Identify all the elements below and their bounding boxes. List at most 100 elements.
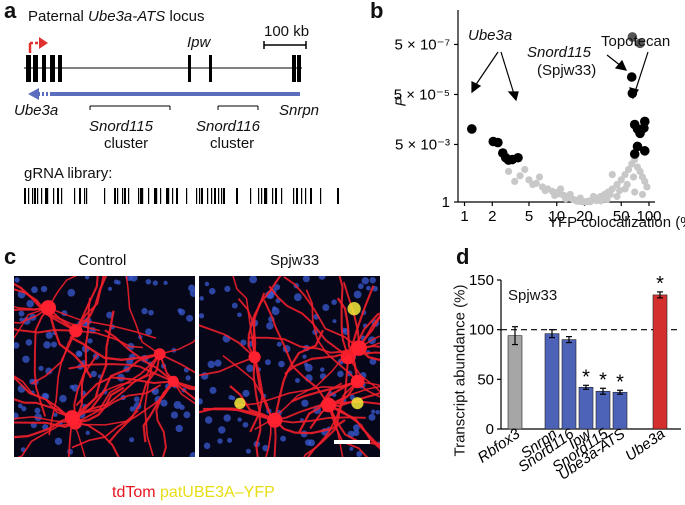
annot-topotecan: Topotecan (601, 33, 671, 50)
neurite (30, 330, 77, 385)
non-hit-point (535, 173, 544, 181)
bar (595, 390, 611, 430)
neurite (237, 297, 257, 358)
bar (578, 386, 594, 430)
non-hit-point (551, 191, 559, 200)
snord116-bracket (217, 105, 259, 110)
neurite (142, 380, 175, 443)
grna-tick (214, 188, 216, 204)
grna-tick (264, 188, 266, 204)
nucleus (356, 451, 363, 457)
grna-tick (41, 188, 43, 204)
neurite (14, 306, 49, 310)
grna-tick (45, 188, 47, 204)
nucleus (178, 308, 186, 316)
nucleus (43, 341, 51, 349)
grna-tick (37, 188, 39, 204)
neurite (273, 419, 346, 435)
snord115-bracket (89, 105, 171, 110)
scatter-chart: 1 2 5 10 20 50 100 5 × 10⁻⁷ 5 × 10⁻⁵ 5 × 10⁻³ 1 (394, 10, 662, 225)
neurite (67, 417, 74, 457)
nucleus (38, 365, 44, 371)
hit-points (467, 32, 650, 165)
grna-library-label: gRNA library: (24, 165, 113, 182)
non-hit-point (529, 180, 537, 189)
nucleus (224, 285, 231, 292)
non-hit-point (641, 177, 649, 186)
grna-tick (266, 188, 268, 204)
grna-tick (156, 188, 158, 204)
ube3a-gene-label: Ube3a (14, 102, 59, 119)
grna-tick (166, 188, 168, 204)
soma (40, 300, 57, 316)
x-tick-label: 1 (460, 208, 468, 225)
nucleus (67, 288, 76, 297)
neurite (358, 345, 380, 350)
significance-marker: * (599, 369, 607, 391)
neurite (69, 335, 160, 361)
neurite (203, 407, 276, 422)
nucleus (173, 401, 182, 409)
neurite (66, 353, 161, 427)
legend-tdtom: tdTom (112, 484, 156, 501)
grna-tick (211, 188, 213, 204)
nucleus (85, 430, 90, 435)
neurite (14, 307, 49, 340)
neurite (158, 353, 195, 401)
grna-tick (86, 188, 88, 204)
ube3a-exons (26, 55, 62, 82)
neurite (73, 354, 98, 423)
grna-tick (104, 188, 106, 204)
nucleus (217, 438, 223, 444)
locus-diagram (24, 37, 339, 204)
grna-tick (24, 188, 26, 204)
neurite (14, 398, 73, 419)
yfp-positive-cell (347, 302, 361, 316)
nucleus (129, 406, 136, 412)
neurite (104, 329, 174, 383)
grna-tick (61, 188, 63, 204)
grna-tick (201, 188, 203, 204)
nucleus (245, 448, 251, 454)
nucleus (21, 406, 27, 412)
neurite (74, 297, 92, 424)
nucleus (280, 435, 287, 442)
bar (544, 333, 560, 430)
neurite (358, 335, 380, 349)
scale-bar (263, 41, 307, 49)
nucleus (242, 421, 249, 428)
neurite (68, 363, 174, 383)
neurite (347, 285, 375, 358)
non-hit-point (617, 176, 625, 184)
nucleus (240, 339, 247, 346)
neurite (232, 276, 256, 358)
nucleus (14, 342, 20, 349)
neurite (172, 380, 195, 389)
nucleus (294, 377, 301, 383)
hit-point (627, 32, 638, 42)
annot-ube3a: Ube3a (468, 27, 513, 44)
non-hit-points (504, 155, 651, 206)
nucleus (276, 341, 282, 347)
neurite (159, 353, 195, 374)
neurite (33, 307, 50, 417)
neurite (327, 404, 344, 457)
y-tick-label: 5 × 10⁻⁷ (395, 36, 450, 53)
grna-tick (138, 188, 140, 204)
panel-letter-b: b (370, 0, 384, 23)
grna-tick (176, 188, 178, 204)
grna-tick (250, 188, 252, 204)
x-tick-label: 10 (548, 208, 565, 225)
non-hit-point (608, 170, 616, 179)
grna-tick (160, 188, 162, 204)
nucleus (308, 439, 315, 447)
yfp-positive-cell (351, 397, 364, 410)
grna-tick (301, 188, 303, 204)
grna-tick (124, 188, 126, 204)
grna-tick (236, 188, 238, 204)
nucleus (249, 276, 258, 284)
bar (612, 391, 628, 430)
neurite (71, 363, 154, 419)
nucleus (218, 426, 226, 434)
grna-tick (172, 188, 174, 204)
